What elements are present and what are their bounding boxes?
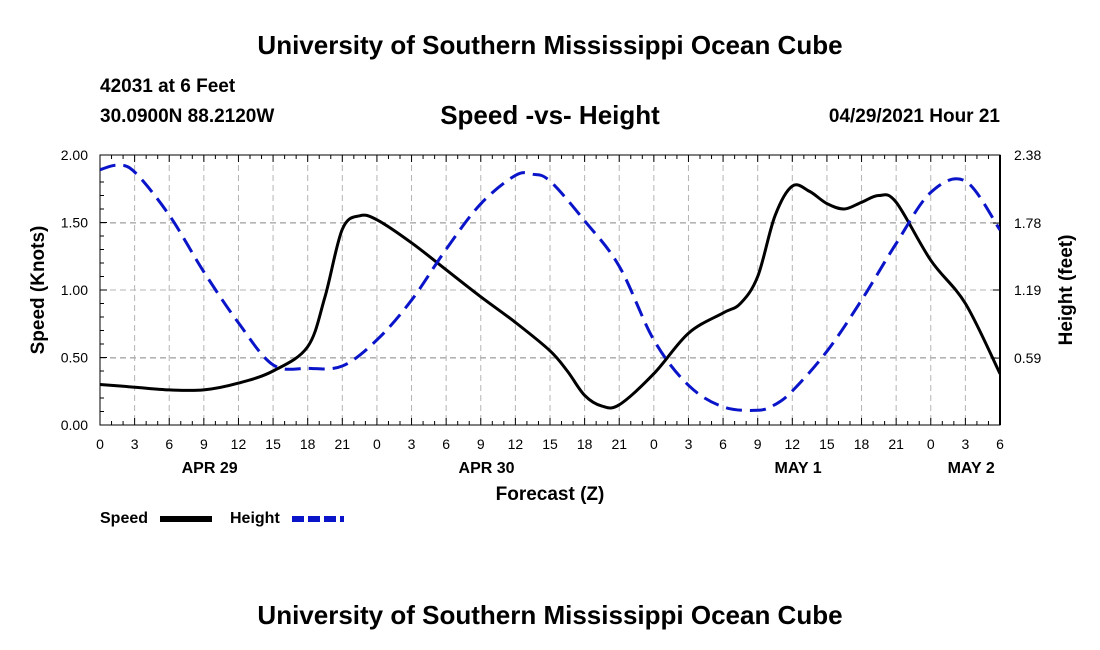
x-tick-label: 9 bbox=[477, 436, 485, 452]
x-date-label: APR 29 bbox=[182, 460, 238, 477]
x-tick-label: 0 bbox=[96, 436, 104, 452]
y2-tick-label: 1.78 bbox=[1014, 215, 1041, 231]
x-tick-label: 21 bbox=[335, 436, 351, 452]
x-tick-label: 18 bbox=[854, 436, 870, 452]
chart-title: Speed -vs- Height bbox=[440, 100, 660, 130]
x-tick-label: 0 bbox=[373, 436, 381, 452]
x-tick-label: 3 bbox=[685, 436, 693, 452]
x-tick-label: 21 bbox=[888, 436, 904, 452]
y2-tick-label: 0.59 bbox=[1014, 350, 1041, 366]
x-tick-label: 12 bbox=[785, 436, 801, 452]
x-date-label: MAY 1 bbox=[775, 460, 822, 477]
x-tick-label: 3 bbox=[131, 436, 139, 452]
x-tick-label: 15 bbox=[265, 436, 281, 452]
x-tick-label: 15 bbox=[819, 436, 835, 452]
x-tick-label: 18 bbox=[300, 436, 316, 452]
x-tick-label: 12 bbox=[231, 436, 247, 452]
speed-series-line bbox=[100, 183, 1000, 410]
x-date-label: APR 30 bbox=[459, 460, 515, 477]
x-date-label: MAY 2 bbox=[948, 460, 995, 477]
x-tick-label: 0 bbox=[650, 436, 658, 452]
x-tick-label: 9 bbox=[200, 436, 208, 452]
y-axis-label: Speed (Knots) bbox=[28, 226, 49, 355]
x-tick-label: 18 bbox=[577, 436, 593, 452]
x-tick-label: 15 bbox=[542, 436, 558, 452]
footer-title: University of Southern Mississippi Ocean… bbox=[257, 600, 843, 630]
x-tick-label: 21 bbox=[611, 436, 627, 452]
x-tick-label: 6 bbox=[996, 436, 1004, 452]
y-tick-label: 1.00 bbox=[61, 282, 88, 298]
x-tick-label: 3 bbox=[961, 436, 969, 452]
x-tick-label: 6 bbox=[719, 436, 727, 452]
x-tick-label: 6 bbox=[442, 436, 450, 452]
y-tick-label: 2.00 bbox=[61, 147, 88, 163]
y-tick-label: 1.50 bbox=[61, 215, 88, 231]
y2-tick-label: 1.19 bbox=[1014, 282, 1041, 298]
y-tick-label: 0.00 bbox=[61, 417, 88, 433]
header-title: University of Southern Mississippi Ocean… bbox=[257, 30, 843, 60]
y-tick-label: 0.50 bbox=[61, 350, 88, 366]
forecast-datetime: 04/29/2021 Hour 21 bbox=[828, 106, 1000, 127]
x-tick-label: 3 bbox=[408, 436, 416, 452]
x-tick-label: 12 bbox=[508, 436, 524, 452]
station-label: 42031 at 6 Feet bbox=[100, 76, 236, 97]
legend-label-height: Height bbox=[230, 510, 280, 527]
x-tick-label: 0 bbox=[927, 436, 935, 452]
y2-axis-label: Height (feet) bbox=[1056, 235, 1077, 346]
x-tick-label: 6 bbox=[165, 436, 173, 452]
y2-tick-label: 2.38 bbox=[1014, 147, 1041, 163]
height-series-line bbox=[100, 163, 1000, 412]
x-axis-label: Forecast (Z) bbox=[496, 484, 605, 505]
x-tick-label: 9 bbox=[754, 436, 762, 452]
legend-label-speed: Speed bbox=[100, 510, 148, 527]
coordinates-label: 30.0900N 88.2120W bbox=[100, 106, 275, 127]
